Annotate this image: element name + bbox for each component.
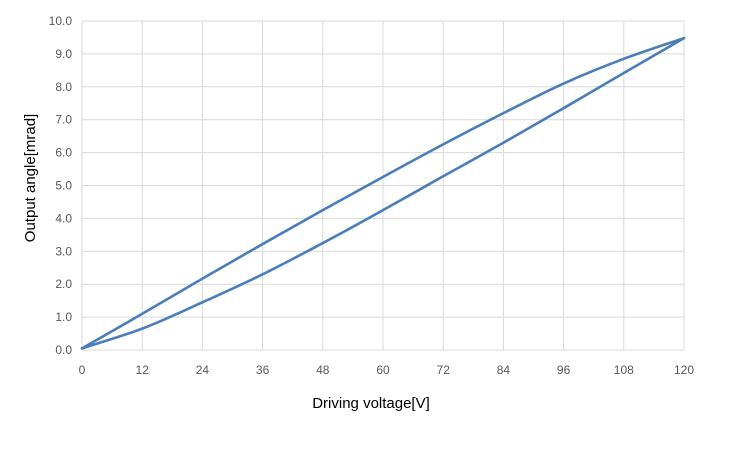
y-tick-label: 9.0 (55, 47, 72, 61)
x-tick-label: 72 (437, 363, 451, 377)
y-tick-label: 3.0 (55, 244, 72, 258)
y-tick-label: 6.0 (55, 146, 72, 160)
y-tick-label: 2.0 (55, 277, 72, 291)
y-tick-label: 1.0 (55, 310, 72, 324)
x-axis-ticks: 0 12 24 36 48 60 72 84 96 108 120 (79, 363, 695, 377)
y-tick-label: 10.0 (49, 14, 73, 28)
y-tick-label: 4.0 (55, 211, 72, 225)
x-tick-label: 48 (316, 363, 330, 377)
x-tick-label: 60 (376, 363, 390, 377)
series-layer (80, 36, 686, 350)
x-tick-label: 120 (674, 363, 694, 377)
x-axis-title: Driving voltage[V] (312, 395, 430, 412)
y-tick-label: 0.0 (55, 343, 72, 357)
y-tick-label: 5.0 (55, 179, 72, 193)
grid (81, 20, 685, 351)
x-tick-label: 24 (196, 363, 210, 377)
x-tick-label: 84 (497, 363, 511, 377)
y-tick-label: 8.0 (55, 80, 72, 94)
series-line-1 (80, 36, 686, 350)
y-tick-label: 7.0 (55, 113, 72, 127)
y-axis-ticks: 0.0 1.0 2.0 3.0 4.0 5.0 6.0 7.0 8.0 9.0 10.0 (49, 14, 73, 357)
x-tick-label: 12 (136, 363, 150, 377)
y-axis-title: Output angle[mrad] (22, 114, 39, 242)
x-tick-label: 96 (557, 363, 571, 377)
x-tick-label: 108 (614, 363, 634, 377)
x-tick-label: 0 (79, 363, 86, 377)
series-line-2 (80, 36, 686, 350)
x-tick-label: 36 (256, 363, 270, 377)
